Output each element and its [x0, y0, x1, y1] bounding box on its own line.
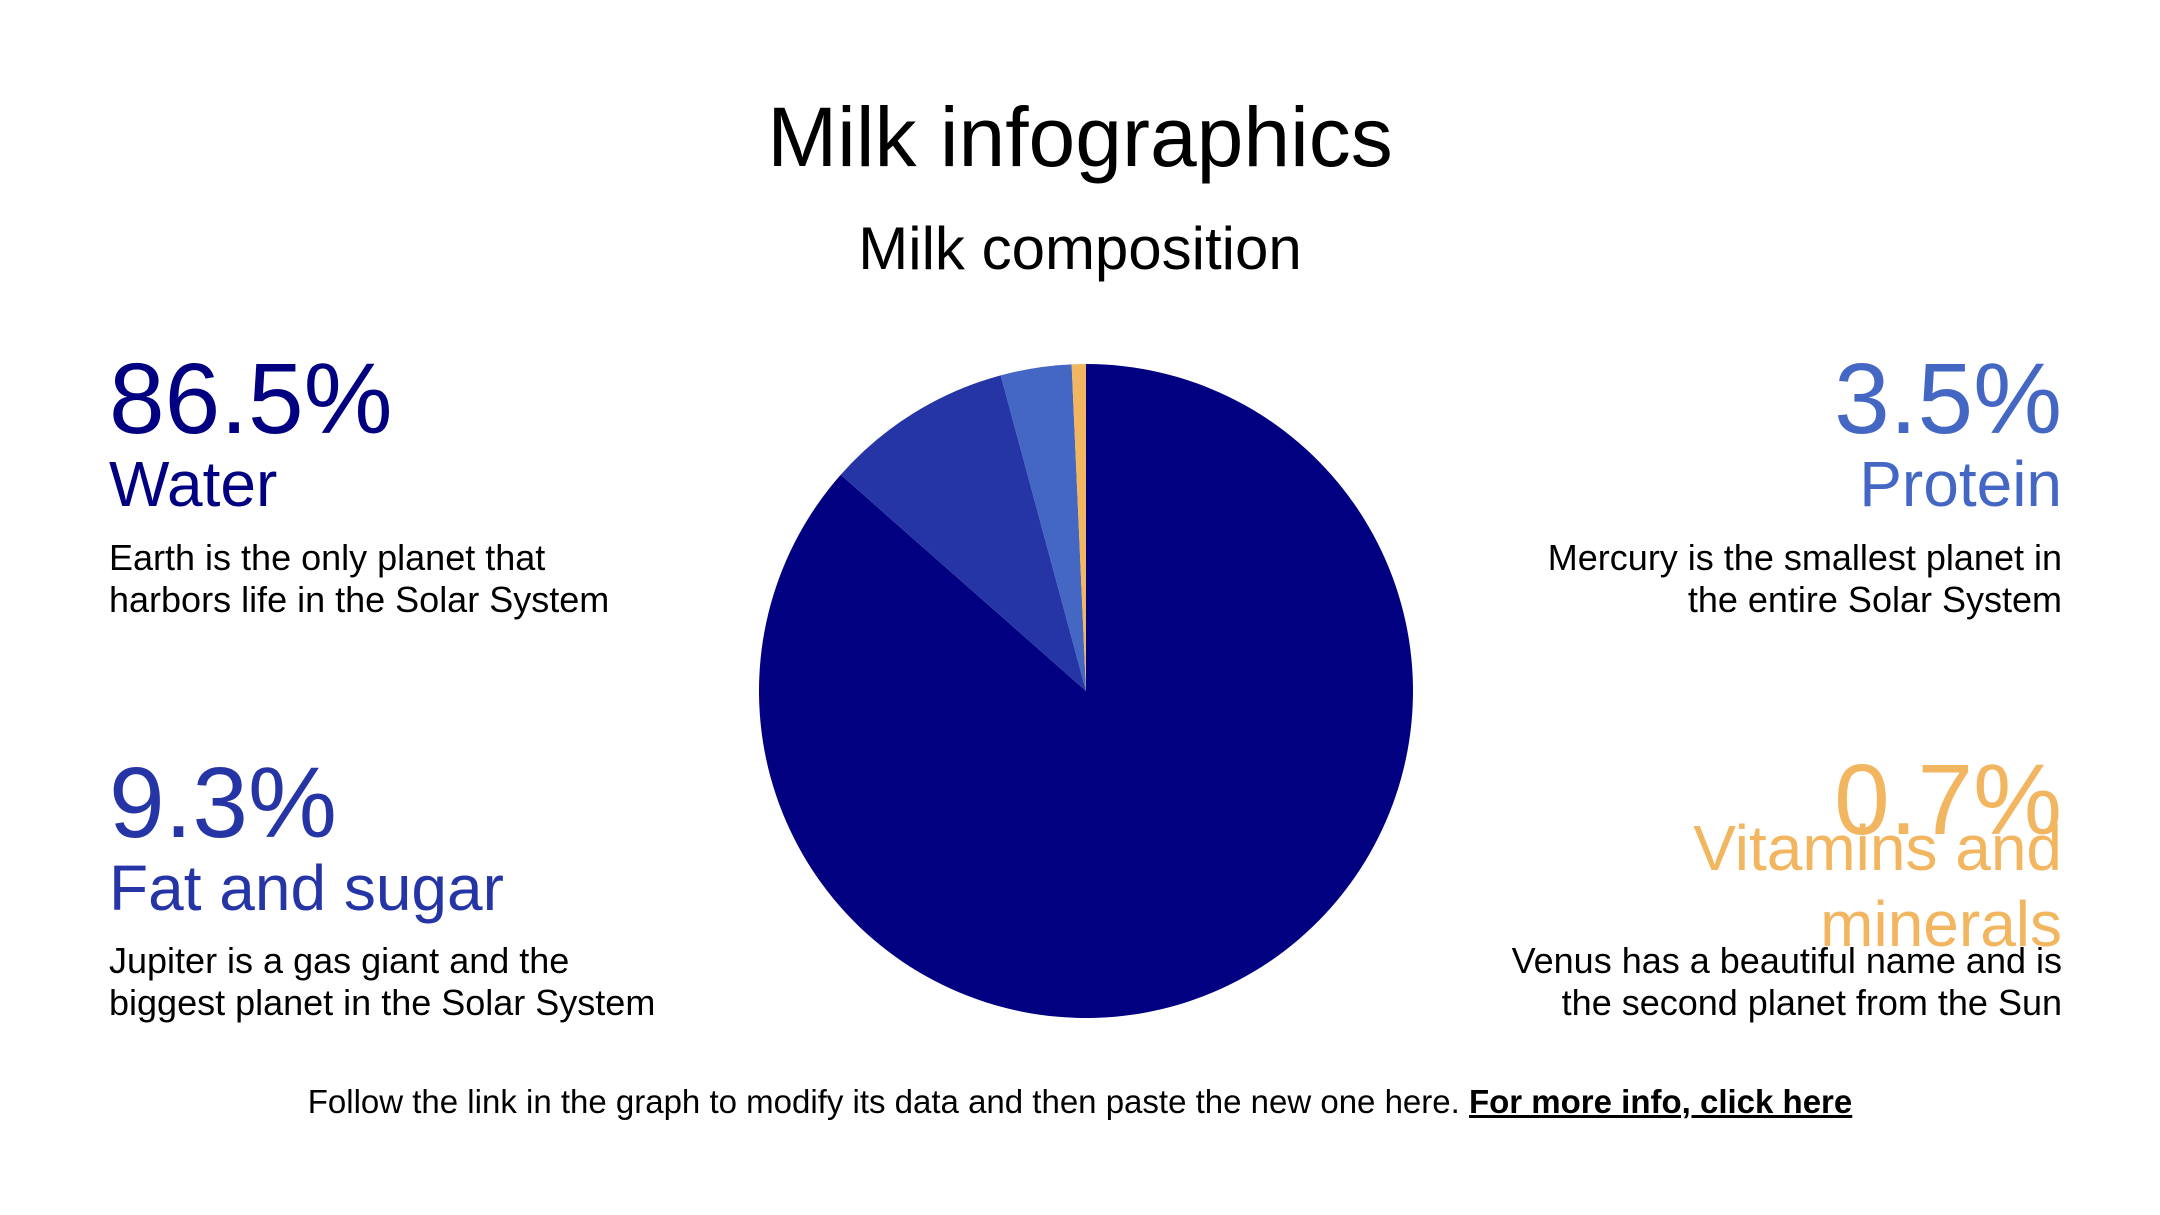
description-line: Jupiter is a gas giant and the: [109, 940, 570, 981]
subtitle: Milk composition: [858, 215, 1302, 282]
category-label: Fat and sugar: [109, 852, 504, 924]
description-line: harbors life in the Solar System: [109, 579, 610, 620]
category-label: Vitamins and minerals: [1693, 812, 2062, 960]
title: Milk infographics: [767, 90, 1393, 184]
value-label: 9.3%: [109, 747, 337, 859]
value-label: 3.5%: [1834, 343, 2062, 455]
description: Mercury is the smallest planet in the en…: [1548, 537, 2062, 621]
footer: Follow the link in the graph to modify i…: [0, 1083, 2160, 1121]
description-line: Earth is the only planet that: [109, 537, 546, 578]
pie-slice: [759, 364, 1413, 1019]
value-label: 0.7%: [1834, 744, 2062, 856]
description: Earth is the only planet that harbors li…: [109, 537, 609, 621]
description-line: Mercury is the smallest planet in: [1547, 537, 2062, 578]
footer-link[interactable]: For more info, click here: [1468, 1083, 1853, 1120]
description-line: biggest planet in the Solar System: [109, 982, 656, 1023]
value-label: 86.5%: [109, 343, 393, 455]
description: Jupiter is a gas giant and the biggest p…: [109, 940, 655, 1024]
description-line: Venus has a beautiful name and is: [1511, 940, 2062, 981]
category-label: Protein: [1859, 448, 2062, 520]
description-line: the entire Solar System: [1687, 579, 2062, 620]
description-line: the second planet from the Sun: [1561, 982, 2062, 1023]
category-label: Water: [109, 448, 278, 520]
description: Venus has a beautiful name and is the se…: [1512, 940, 2062, 1024]
footer-text: Follow the link in the graph to modify i…: [307, 1083, 1460, 1120]
pie-slice: [1000, 364, 1086, 691]
pie-slice: [840, 375, 1086, 691]
pie-slice: [1071, 364, 1086, 691]
